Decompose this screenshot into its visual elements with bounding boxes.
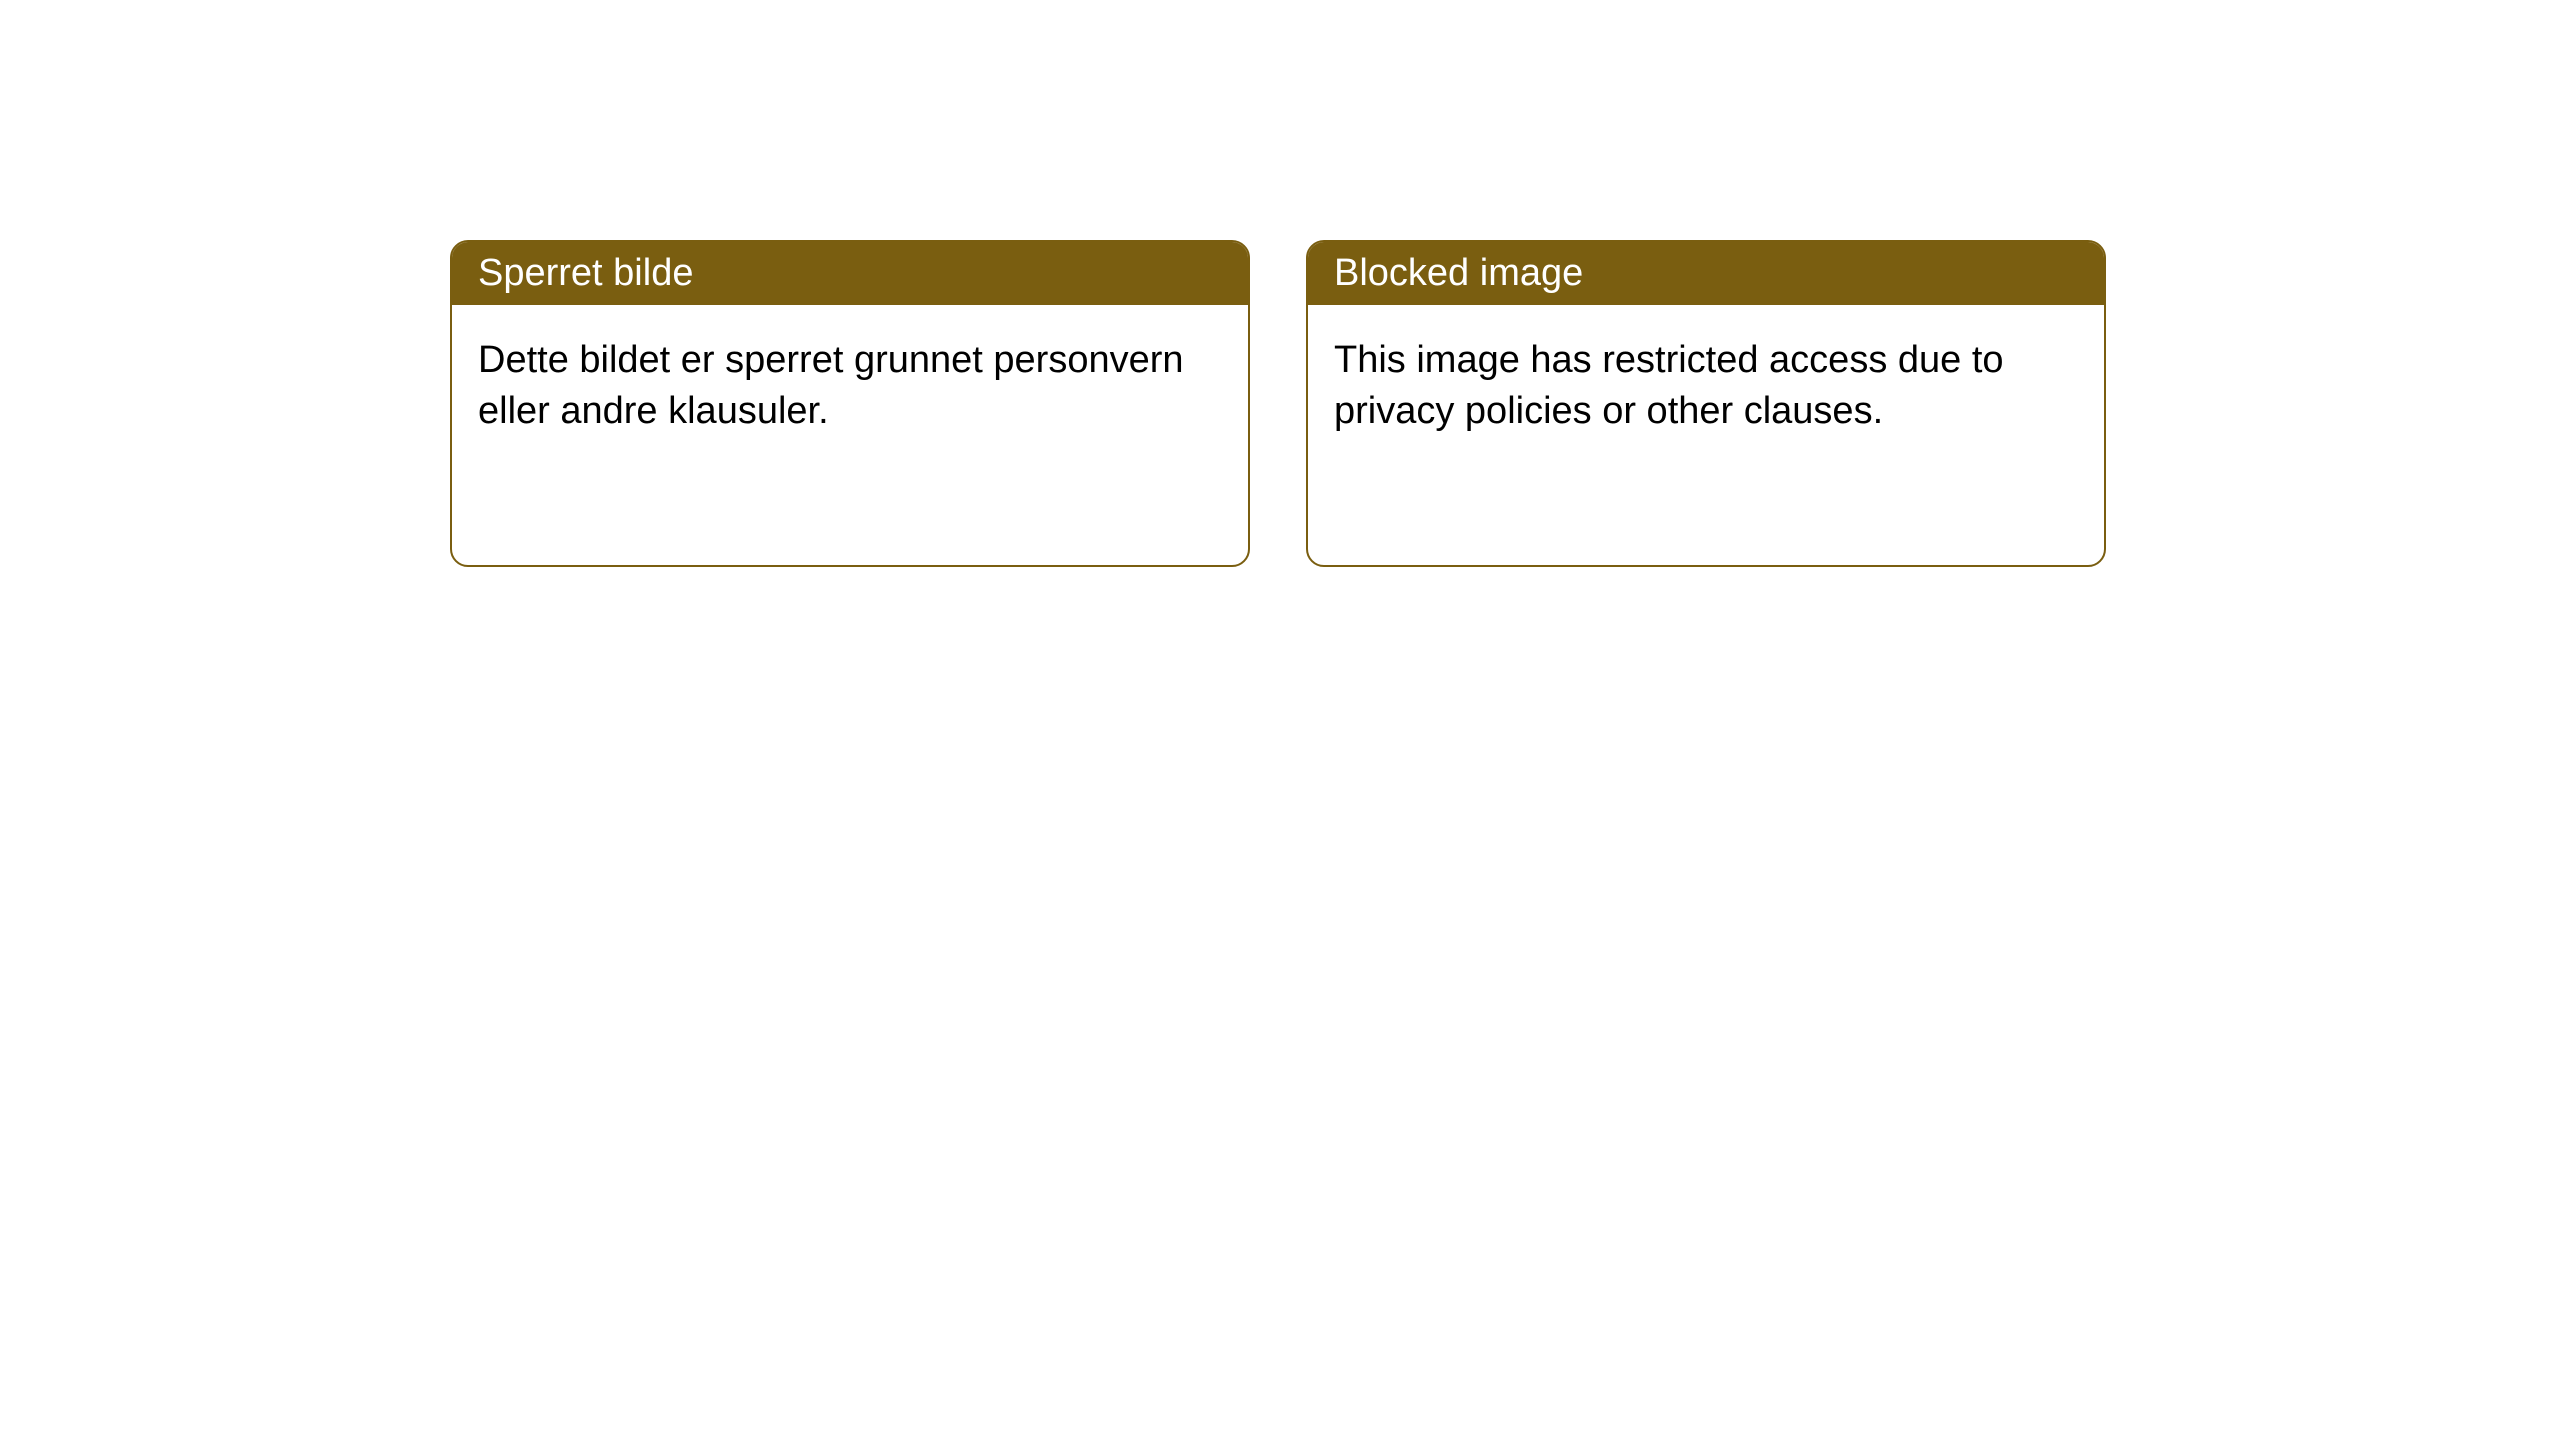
- notice-card-english: Blocked image This image has restricted …: [1306, 240, 2106, 567]
- notice-header-english: Blocked image: [1308, 242, 2104, 305]
- notice-cards-container: Sperret bilde Dette bildet er sperret gr…: [450, 240, 2560, 567]
- notice-header-norwegian: Sperret bilde: [452, 242, 1248, 305]
- notice-body-english: This image has restricted access due to …: [1308, 305, 2104, 565]
- notice-body-norwegian: Dette bildet er sperret grunnet personve…: [452, 305, 1248, 565]
- notice-card-norwegian: Sperret bilde Dette bildet er sperret gr…: [450, 240, 1250, 567]
